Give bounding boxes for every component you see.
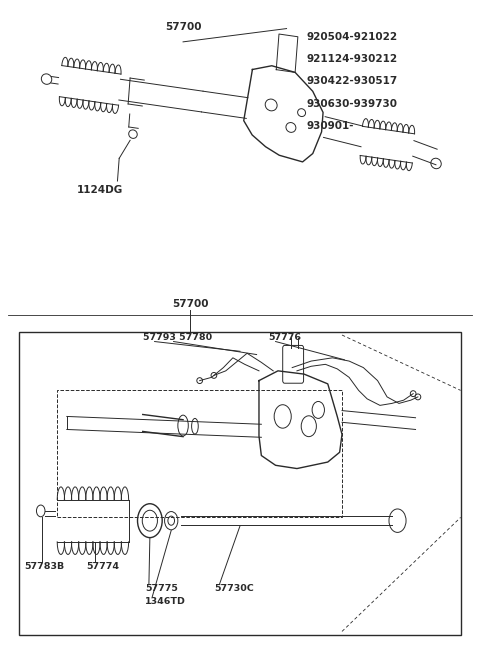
- Text: 57775: 57775: [145, 584, 178, 593]
- Text: 921124-930212: 921124-930212: [306, 55, 397, 64]
- Text: 57783B: 57783B: [24, 562, 64, 571]
- Text: 57774: 57774: [86, 562, 119, 571]
- Text: 930901-: 930901-: [306, 121, 354, 131]
- Text: 57776: 57776: [268, 332, 301, 342]
- Text: 57700: 57700: [165, 22, 201, 32]
- Text: 1124DG: 1124DG: [76, 185, 122, 195]
- Text: 920504-921022: 920504-921022: [306, 32, 397, 42]
- Text: 930422-930517: 930422-930517: [306, 76, 397, 86]
- Bar: [19, 332, 461, 635]
- Text: 57730C: 57730C: [214, 584, 253, 593]
- Text: 57793 57780: 57793 57780: [143, 332, 212, 342]
- Bar: [57, 390, 342, 518]
- Text: 57700: 57700: [172, 299, 208, 309]
- Text: 930630-939730: 930630-939730: [306, 99, 397, 108]
- Text: 1346TD: 1346TD: [145, 597, 186, 606]
